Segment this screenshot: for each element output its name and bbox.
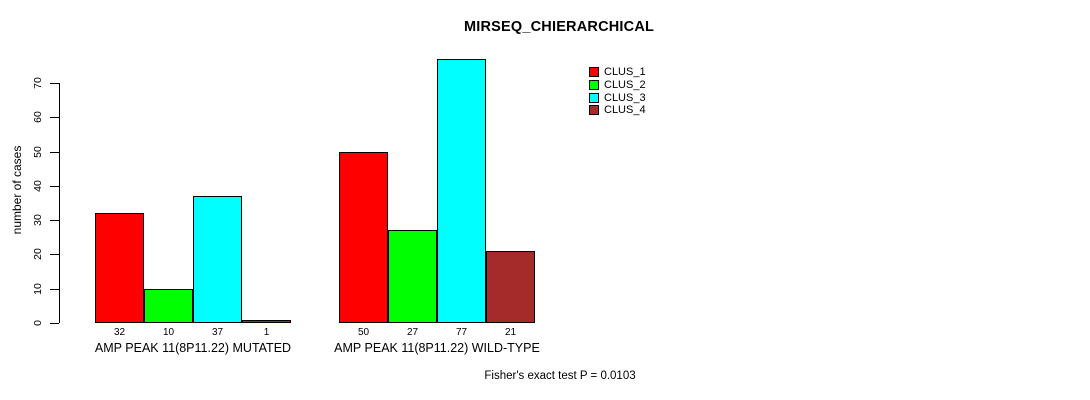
legend-swatch-clus_3 <box>589 92 599 103</box>
y-axis-line <box>59 83 60 323</box>
y-tick <box>50 151 59 153</box>
y-tick-label: 20 <box>32 248 44 261</box>
bar-clus_4-group1 <box>242 319 291 323</box>
y-tick <box>50 185 59 187</box>
y-tick <box>50 254 59 256</box>
y-axis-label: number of cases <box>10 145 24 235</box>
bar-clus_2-group2 <box>388 230 437 323</box>
bar-clus_1-group2 <box>339 151 388 323</box>
y-tick-label: 0 <box>32 320 44 326</box>
y-tick <box>50 117 59 119</box>
legend-label: CLUS_2 <box>604 78 646 91</box>
y-tick <box>50 220 59 222</box>
legend-swatch-clus_2 <box>589 79 599 90</box>
group-label-wild-type: AMP PEAK 11(8P11.22) WILD-TYPE <box>334 341 540 355</box>
bar-clus_1-group1 <box>95 213 144 323</box>
bar-value-label: 32 <box>113 327 126 338</box>
stat-annotation: Fisher's exact test P = 0.0103 <box>484 370 636 382</box>
bar-clus_2-group1 <box>144 288 193 323</box>
bar-value-label: 10 <box>162 327 175 338</box>
legend-swatch-clus_4 <box>589 105 599 116</box>
y-tick-label: 50 <box>32 145 44 158</box>
legend-label: CLUS_3 <box>604 91 646 104</box>
y-tick-label: 10 <box>32 282 44 295</box>
chart-title: MIRSEQ_CHIERARCHICAL <box>463 19 655 35</box>
bar-clus_4-group2 <box>486 251 535 323</box>
bar-clus_3-group2 <box>437 59 486 323</box>
bar-value-label: 21 <box>504 327 517 338</box>
y-tick <box>50 323 59 324</box>
bar-value-label: 50 <box>357 327 370 338</box>
y-tick-label: 40 <box>32 180 44 192</box>
legend-label: CLUS_4 <box>604 104 646 117</box>
group-label-mutated: AMP PEAK 11(8P11.22) MUTATED <box>94 341 292 355</box>
bar-value-label: 37 <box>211 327 224 338</box>
legend-label: CLUS_1 <box>604 66 646 78</box>
bar-clus_3-group1 <box>193 196 242 323</box>
y-tick-label: 60 <box>32 111 44 124</box>
bar-value-label: 77 <box>455 327 468 338</box>
y-tick-label: 70 <box>32 77 44 89</box>
y-tick-label: 30 <box>32 214 44 226</box>
bar-value-label: 1 <box>263 327 270 338</box>
y-tick <box>50 288 59 290</box>
bar-value-label: 27 <box>406 327 419 338</box>
legend-swatch-clus_1 <box>589 67 599 77</box>
y-tick <box>50 83 59 84</box>
